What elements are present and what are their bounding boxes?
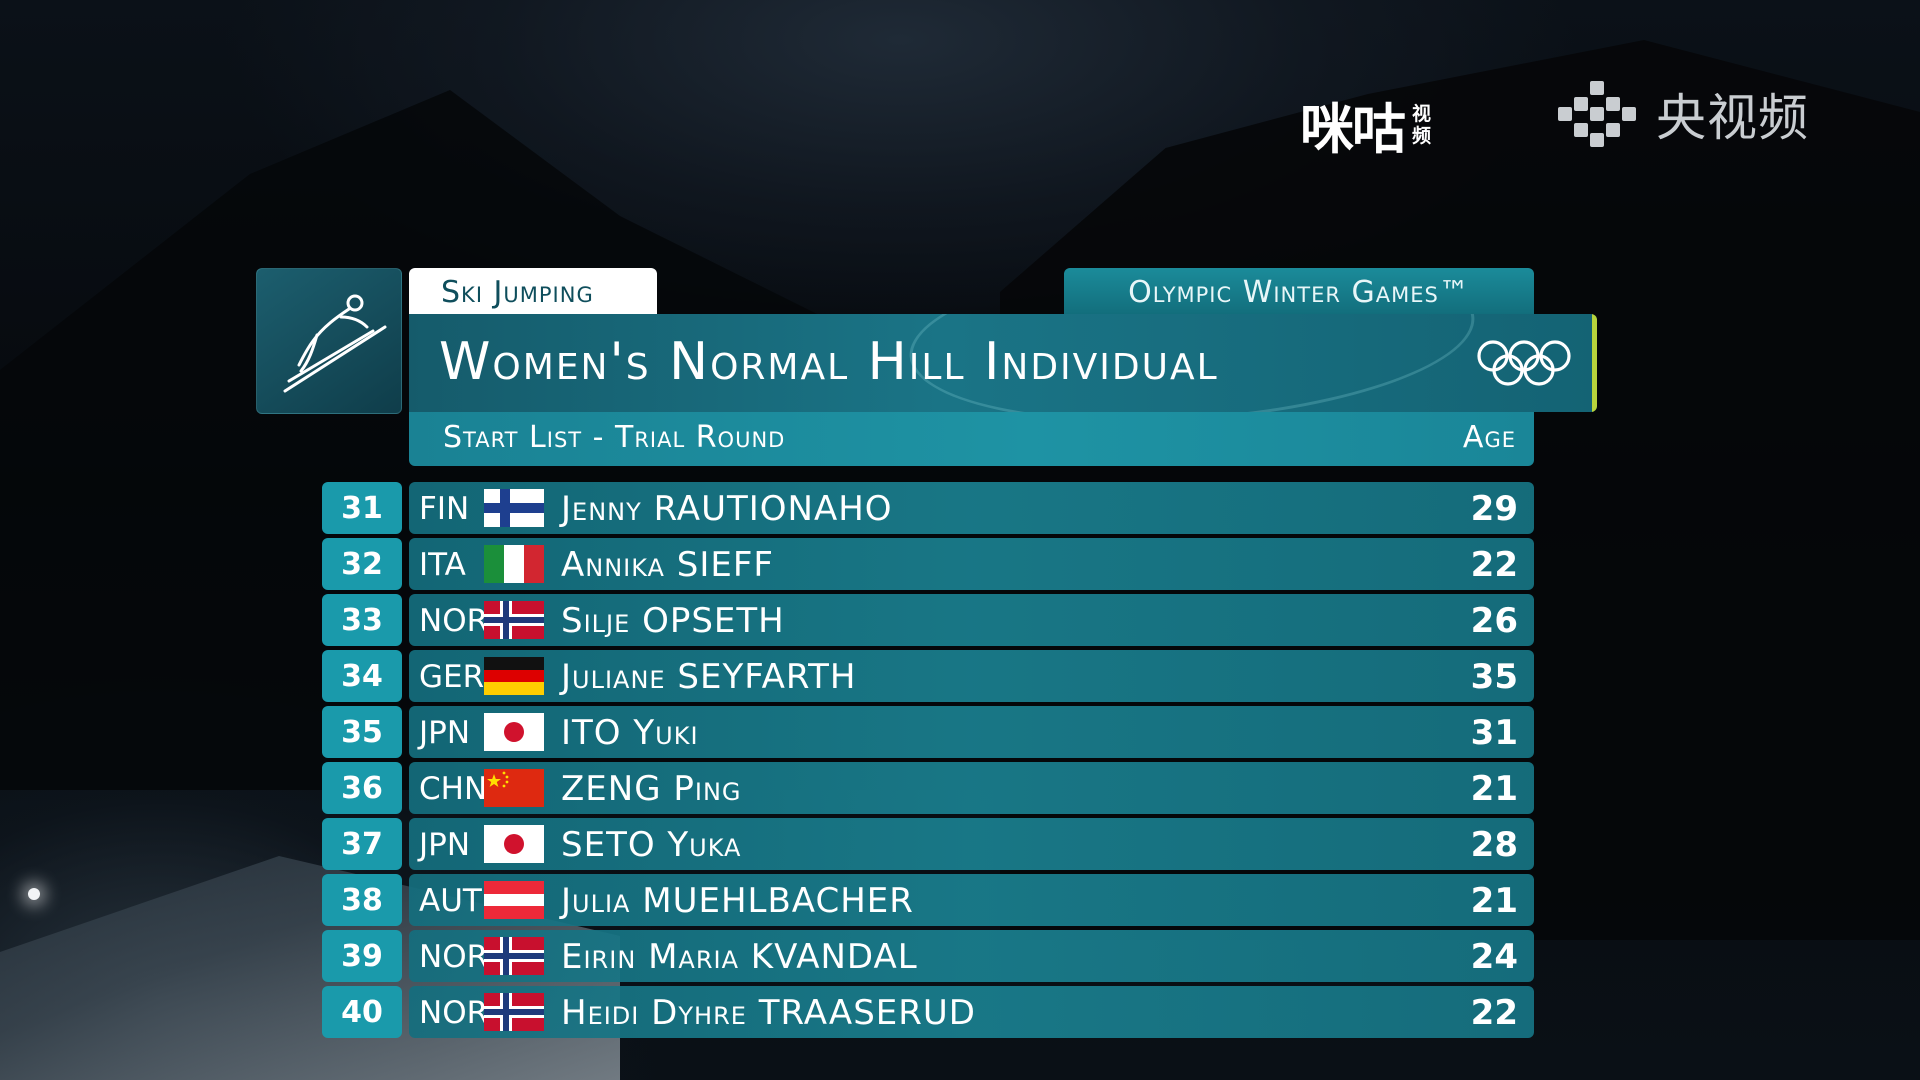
athlete-name: SETO Yuka — [561, 825, 742, 865]
athlete-row: 39 NOR Eirin Maria KVANDAL 24 — [322, 930, 1534, 982]
bib-number: 37 — [322, 818, 402, 870]
nor-flag-icon — [484, 993, 544, 1031]
athlete-row-bar: NOR Eirin Maria KVANDAL 24 — [409, 930, 1534, 982]
aut-flag-icon — [484, 881, 544, 919]
athlete-row: 32 ITA Annika SIEFF 22 — [322, 538, 1534, 590]
nation-code: NOR — [419, 603, 489, 639]
athlete-name: Heidi Dyhre TRAASERUD — [561, 993, 976, 1033]
round-label: Start List - Trial Round — [443, 420, 786, 455]
cctv-video-logo: 央视频 — [1554, 78, 1809, 150]
athlete-name: Jenny RAUTIONAHO — [561, 489, 893, 529]
event-title: Women's Normal Hill Individual — [439, 332, 1219, 392]
athlete-name: Julia MUEHLBACHER — [561, 881, 914, 921]
athlete-row-bar: ITA Annika SIEFF 22 — [409, 538, 1534, 590]
athlete-age: 26 — [1470, 601, 1518, 641]
athlete-row-bar: AUT Julia MUEHLBACHER 21 — [409, 874, 1534, 926]
nation-code: NOR — [419, 939, 489, 975]
chn-flag-icon — [484, 769, 544, 807]
ita-flag-icon — [484, 545, 544, 583]
start-list-header: Start List - Trial Round Age — [409, 412, 1534, 466]
age-column-label: Age — [1462, 420, 1516, 455]
migu-logo-subtext: 视频 — [1412, 102, 1432, 147]
athlete-age: 28 — [1470, 825, 1518, 865]
athlete-row-bar: NOR Heidi Dyhre TRAASERUD 22 — [409, 986, 1534, 1038]
athlete-age: 29 — [1470, 489, 1518, 529]
bib-number: 36 — [322, 762, 402, 814]
athlete-row-bar: FIN Jenny RAUTIONAHO 29 — [409, 482, 1534, 534]
athlete-age: 22 — [1470, 545, 1518, 585]
nation-code: AUT — [419, 883, 482, 919]
start-list: 31 FIN Jenny RAUTIONAHO 29 32 ITA Annika SIEFF… — [322, 482, 1534, 1042]
bib-number: 31 — [322, 482, 402, 534]
fin-flag-icon — [484, 489, 544, 527]
bib-number: 39 — [322, 930, 402, 982]
nation-code: ITA — [419, 547, 466, 583]
athlete-age: 31 — [1470, 713, 1518, 753]
athlete-name: Juliane SEYFARTH — [561, 657, 857, 697]
athlete-age: 21 — [1470, 881, 1518, 921]
athlete-row-bar: NOR Silje OPSETH 26 — [409, 594, 1534, 646]
athlete-age: 24 — [1470, 937, 1518, 977]
athlete-row-bar: JPN ITO Yuki 31 — [409, 706, 1534, 758]
ger-flag-icon — [484, 657, 544, 695]
games-tab: Olympic Winter Games™ — [1064, 268, 1534, 316]
jpn-flag-icon — [484, 713, 544, 751]
athlete-row: 31 FIN Jenny RAUTIONAHO 29 — [322, 482, 1534, 534]
athlete-row-bar: GER Juliane SEYFARTH 35 — [409, 650, 1534, 702]
sport-pictogram-tile — [256, 268, 402, 414]
nation-code: FIN — [419, 491, 470, 527]
nation-code: GER — [419, 659, 485, 695]
event-title-banner: Women's Normal Hill Individual — [409, 314, 1597, 412]
ski-jumper-icon — [283, 294, 387, 393]
nor-flag-icon — [484, 937, 544, 975]
nation-code: JPN — [419, 715, 471, 751]
athlete-row: 35 JPN ITO Yuki 31 — [322, 706, 1534, 758]
athlete-name: Silje OPSETH — [561, 601, 785, 641]
sport-tab: Ski Jumping — [409, 268, 657, 316]
athlete-name: Annika SIEFF — [561, 545, 774, 585]
nor-flag-icon — [484, 601, 544, 639]
athlete-age: 22 — [1470, 993, 1518, 1033]
athlete-name: ZENG Ping — [561, 769, 742, 809]
cctv-pixel-icon — [1558, 81, 1636, 147]
athlete-row: 36 CHN ZENG Ping 21 — [322, 762, 1534, 814]
athlete-row: 38 AUT Julia MUEHLBACHER 21 — [322, 874, 1534, 926]
jpn-flag-icon — [484, 825, 544, 863]
athlete-row: 40 NOR Heidi Dyhre TRAASERUD 22 — [322, 986, 1534, 1038]
migu-logo-text: 咪咕 — [1300, 98, 1406, 161]
bib-number: 33 — [322, 594, 402, 646]
olympic-rings-icon — [1477, 340, 1571, 386]
athlete-age: 35 — [1470, 657, 1518, 697]
cctv-logo-text: 央视频 — [1656, 89, 1809, 147]
athlete-row: 37 JPN SETO Yuka 28 — [322, 818, 1534, 870]
athlete-name: ITO Yuki — [561, 713, 699, 753]
bib-number: 32 — [322, 538, 402, 590]
athlete-row-bar: CHN ZENG Ping 21 — [409, 762, 1534, 814]
athlete-age: 21 — [1470, 769, 1518, 809]
nation-code: NOR — [419, 995, 489, 1031]
nation-code: CHN — [419, 771, 488, 807]
bib-number: 38 — [322, 874, 402, 926]
athlete-name: Eirin Maria KVANDAL — [561, 937, 918, 977]
bib-number: 34 — [322, 650, 402, 702]
athlete-row: 34 GER Juliane SEYFARTH 35 — [322, 650, 1534, 702]
bib-number: 40 — [322, 986, 402, 1038]
floodlight-icon — [28, 888, 40, 900]
athlete-row: 33 NOR Silje OPSETH 26 — [322, 594, 1534, 646]
bib-number: 35 — [322, 706, 402, 758]
nation-code: JPN — [419, 827, 471, 863]
migu-video-logo: 咪咕 视频 — [1300, 85, 1434, 164]
athlete-row-bar: JPN SETO Yuka 28 — [409, 818, 1534, 870]
